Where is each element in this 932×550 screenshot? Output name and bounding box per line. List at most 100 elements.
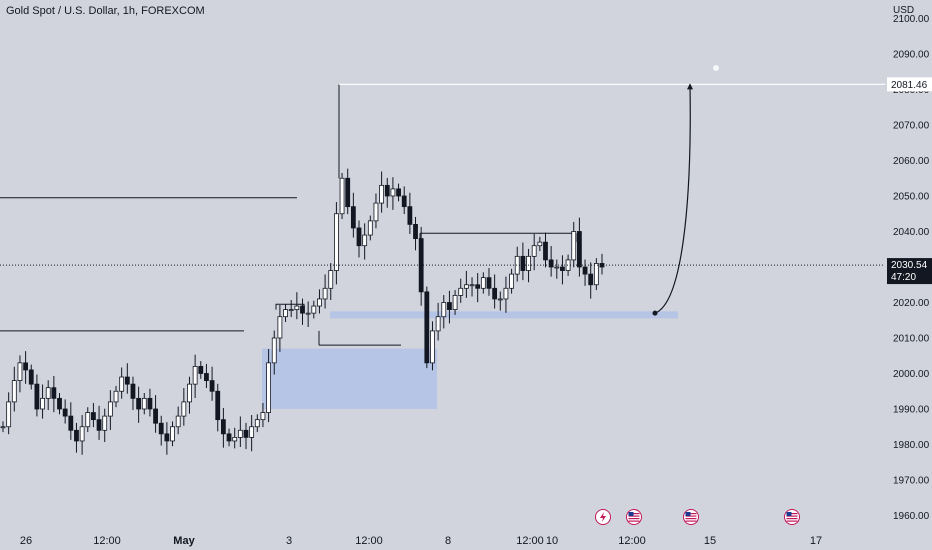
candle bbox=[418, 226, 424, 306]
candle bbox=[260, 402, 266, 428]
candle bbox=[11, 366, 17, 412]
candle bbox=[554, 259, 560, 279]
us-flag-icon bbox=[784, 509, 800, 525]
candle-body bbox=[554, 266, 560, 269]
currency-label: USD bbox=[893, 5, 915, 16]
y-tick-label: 2100.00 bbox=[893, 14, 930, 25]
candle-body bbox=[588, 273, 594, 286]
candle-body bbox=[497, 298, 503, 301]
candle bbox=[452, 290, 458, 315]
us-flag-icon bbox=[683, 509, 699, 525]
y-tick-label: 2020.00 bbox=[893, 298, 930, 309]
candle bbox=[124, 363, 130, 394]
flag-stripe bbox=[786, 520, 798, 522]
candle bbox=[79, 415, 85, 455]
x-tick-label: 8 bbox=[445, 535, 451, 547]
candle bbox=[215, 383, 221, 432]
candle-body bbox=[220, 419, 226, 435]
flag-stripe bbox=[685, 518, 697, 520]
candle bbox=[136, 386, 142, 423]
candle-body bbox=[379, 184, 385, 204]
candle-body bbox=[51, 387, 57, 399]
candle-body bbox=[254, 419, 260, 428]
candle-body bbox=[209, 380, 215, 392]
candle bbox=[548, 246, 554, 277]
current-price-tag-bg bbox=[887, 258, 932, 285]
candle bbox=[153, 395, 158, 433]
candle bbox=[447, 290, 452, 324]
candle bbox=[74, 422, 79, 453]
candle-body bbox=[537, 241, 543, 247]
candle-body bbox=[57, 397, 62, 410]
candle-body bbox=[593, 263, 599, 286]
candle bbox=[424, 286, 430, 369]
candle bbox=[469, 277, 475, 297]
candle bbox=[232, 427, 238, 449]
x-tick-label: 12:00 bbox=[93, 535, 121, 547]
candle-body bbox=[407, 206, 413, 225]
candle bbox=[396, 183, 401, 202]
candle-body bbox=[288, 309, 294, 312]
candle bbox=[317, 289, 322, 314]
candle-body bbox=[441, 302, 447, 318]
target-price-tag-text: 2081.46 bbox=[891, 80, 928, 91]
candle-body bbox=[418, 238, 424, 293]
candle bbox=[130, 376, 136, 411]
flag-stripe bbox=[786, 513, 798, 515]
support-zone bbox=[330, 311, 678, 319]
y-tick-label: 1980.00 bbox=[893, 440, 930, 451]
candle bbox=[96, 405, 102, 440]
candle-body bbox=[509, 273, 514, 289]
candle-body bbox=[322, 287, 328, 300]
y-tick-label: 1970.00 bbox=[893, 476, 930, 487]
candle bbox=[141, 393, 147, 415]
candle bbox=[407, 192, 413, 234]
candle bbox=[51, 375, 57, 413]
candle-body bbox=[204, 373, 209, 381]
candle-body bbox=[339, 177, 345, 215]
candle bbox=[350, 192, 356, 238]
flag-stripe bbox=[685, 515, 697, 517]
candle-body bbox=[480, 277, 486, 289]
candle-body bbox=[305, 312, 311, 315]
candle bbox=[34, 374, 40, 417]
candle bbox=[492, 274, 498, 309]
flag-stripe bbox=[628, 518, 640, 520]
candle-body bbox=[23, 362, 29, 371]
y-tick-label: 2040.00 bbox=[893, 227, 930, 238]
candle bbox=[480, 272, 486, 294]
candle-body bbox=[237, 429, 243, 438]
candle-body bbox=[215, 390, 221, 421]
candle-body bbox=[475, 284, 481, 289]
x-tick-label: 17 bbox=[810, 535, 822, 547]
y-tick-label: 2010.00 bbox=[893, 334, 930, 345]
candle-body bbox=[249, 426, 255, 438]
candle bbox=[266, 349, 271, 423]
candle bbox=[271, 330, 277, 375]
candle bbox=[384, 177, 390, 208]
candle-body bbox=[514, 255, 520, 275]
y-tick-label: 2090.00 bbox=[893, 50, 930, 61]
candle bbox=[85, 407, 91, 433]
alert-dot bbox=[713, 65, 719, 71]
candle-body bbox=[413, 223, 418, 239]
candle bbox=[599, 253, 605, 275]
candle bbox=[6, 392, 12, 435]
us-flag-icon-bg bbox=[784, 509, 800, 525]
candle bbox=[531, 233, 537, 271]
candle bbox=[588, 262, 594, 299]
projection-curve bbox=[654, 84, 691, 314]
candle-body bbox=[486, 277, 492, 289]
candle bbox=[571, 221, 577, 268]
candle bbox=[175, 406, 181, 435]
chart-title: Gold Spot / U.S. Dollar, 1h, FOREXCOM bbox=[6, 5, 205, 17]
candle bbox=[107, 390, 113, 430]
candle-body bbox=[164, 433, 170, 442]
candle bbox=[503, 276, 509, 313]
flag-stripe bbox=[628, 520, 640, 522]
candle bbox=[435, 302, 441, 341]
y-tick-label: 1990.00 bbox=[893, 405, 930, 416]
candle-body bbox=[62, 408, 68, 417]
candle bbox=[288, 300, 294, 318]
